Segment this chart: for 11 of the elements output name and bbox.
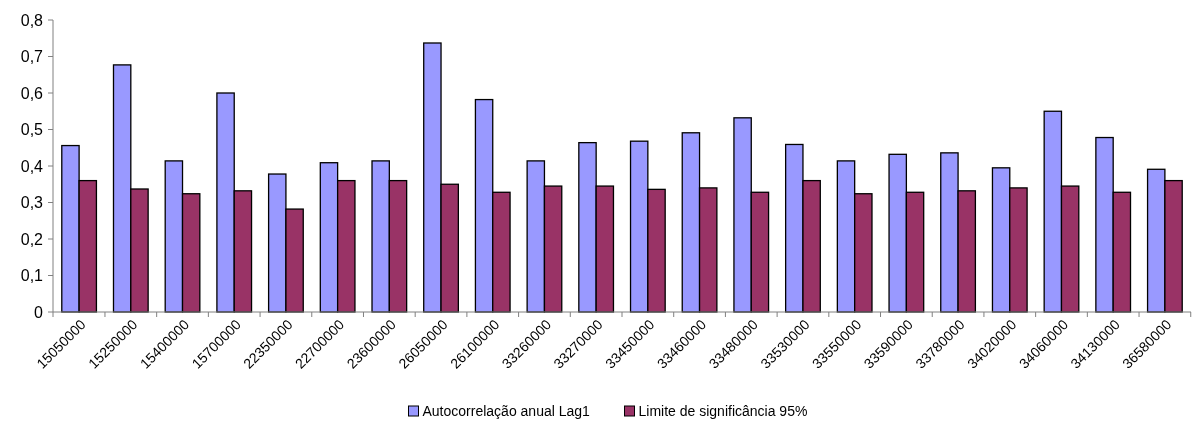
y-tick-label: 0,7: [20, 48, 44, 66]
legend-label: Autocorrelação anual Lag1: [422, 403, 591, 419]
y-tick-label: 0: [34, 303, 44, 321]
legend-label: Limite de significância 95%: [638, 403, 808, 419]
y-tick-label: 0,4: [20, 157, 44, 175]
y-tick-label: 0,1: [20, 267, 44, 285]
y-tick-label: 0,8: [20, 11, 44, 29]
y-tick-label: 0,6: [20, 84, 44, 102]
y-tick-label: 0,2: [20, 230, 44, 248]
y-tick-label: 0,5: [20, 121, 44, 139]
y-tick-label: 0,3: [20, 194, 44, 212]
